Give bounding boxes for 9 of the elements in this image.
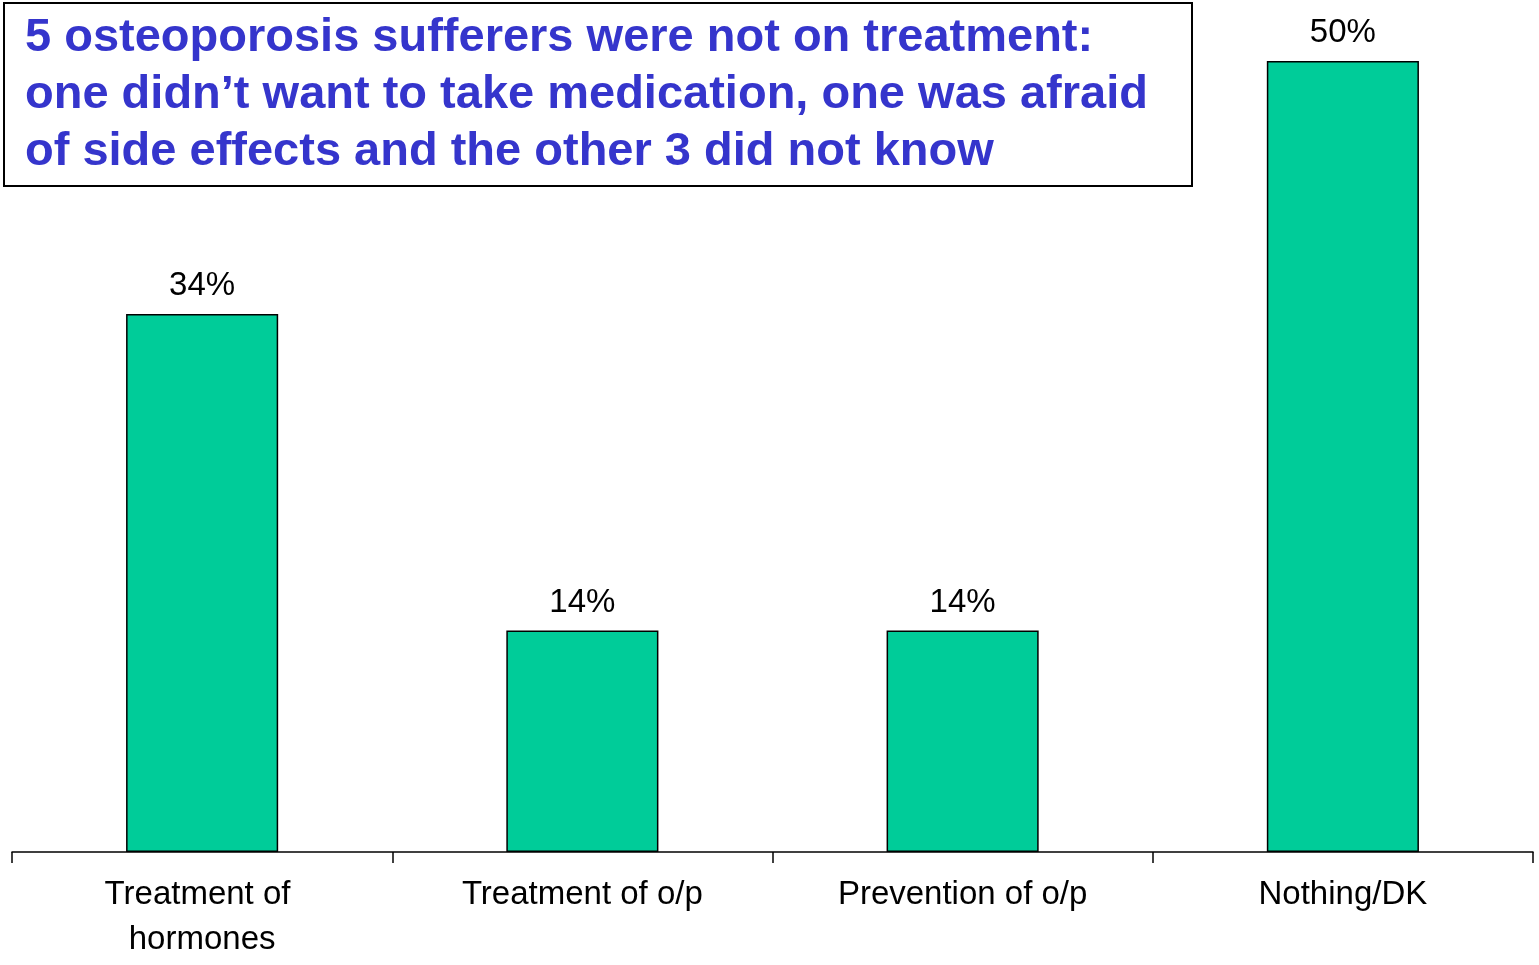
data-label: 14% bbox=[549, 581, 616, 619]
x-tick-label: Treatment of o/p bbox=[461, 874, 703, 911]
annotation: 5 osteoporosis sufferers were not on treatment: one didn’t want to take medication, one was afraid of side effects and the other 3 did not know bbox=[3, 2, 1193, 187]
data-label: 34% bbox=[169, 265, 236, 303]
x-tick-label: Prevention of o/p bbox=[837, 874, 1088, 911]
data-label: 14% bbox=[929, 581, 996, 619]
x-tick-label: Treatment of hormones bbox=[104, 874, 300, 956]
data-label: 50% bbox=[1309, 12, 1376, 49]
x-tick-label: Nothing/DK bbox=[1258, 874, 1428, 911]
